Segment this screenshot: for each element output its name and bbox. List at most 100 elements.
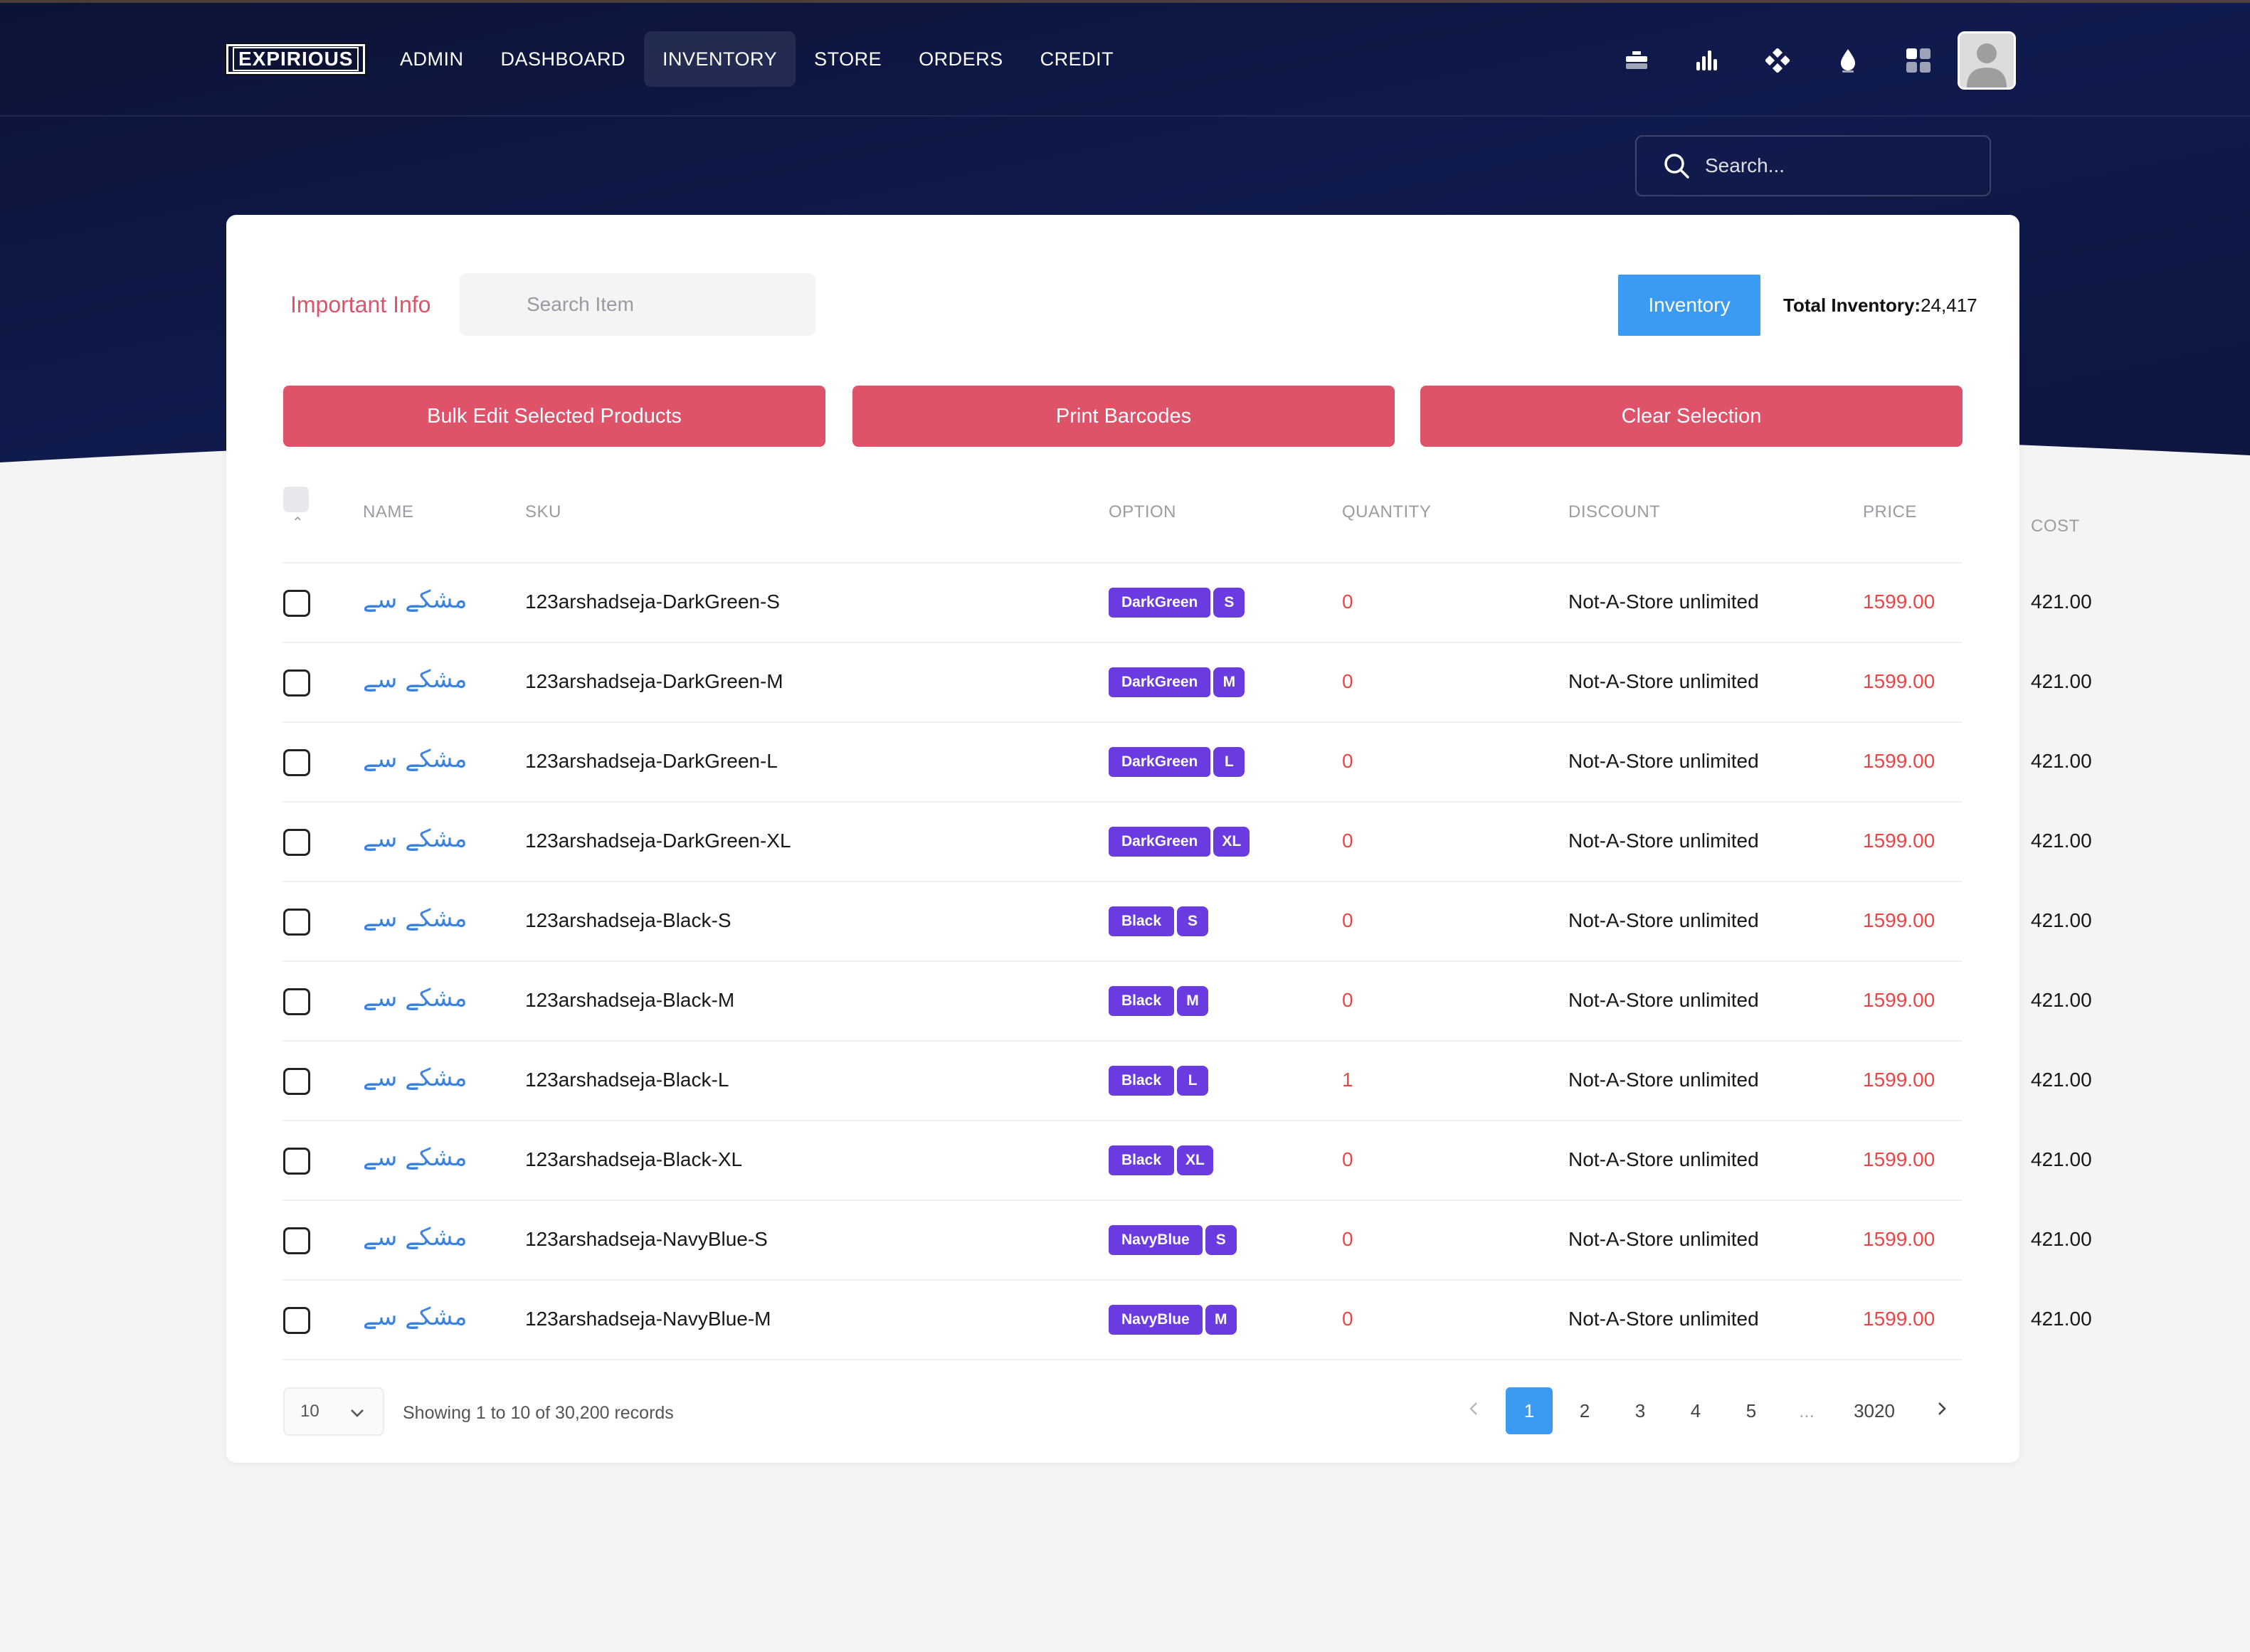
col-quantity[interactable]: QUANTITY: [1342, 502, 1432, 521]
page-4[interactable]: 4: [1690, 1400, 1701, 1421]
search-icon: [1664, 154, 1689, 179]
color-badge: DarkGreen: [1109, 747, 1211, 777]
option-cell: DarkGreen S: [1109, 588, 1245, 618]
col-sku[interactable]: SKU: [525, 502, 561, 521]
nav-store[interactable]: STORE: [814, 48, 882, 70]
bar-chart-icon[interactable]: [1679, 33, 1736, 88]
dashboard-grid-icon[interactable]: [1890, 33, 1947, 88]
option-cell: Black L: [1109, 1066, 1209, 1096]
row-checkbox[interactable]: [283, 1227, 310, 1254]
product-name-link[interactable]: مشکے سے: [363, 665, 468, 694]
select-all-checkbox[interactable]: [283, 487, 309, 512]
sku-cell: 123arshadseja-Black-XL: [525, 1148, 743, 1170]
cost-cell: 421.00: [2031, 1069, 2092, 1091]
price-cell: 1599.00: [1863, 1148, 1935, 1170]
color-badge: Black: [1109, 906, 1175, 936]
row-checkbox[interactable]: [283, 590, 310, 617]
row-checkbox[interactable]: [283, 988, 310, 1015]
product-name-link[interactable]: مشکے سے: [363, 745, 468, 773]
row-checkbox[interactable]: [283, 1148, 310, 1175]
inventory-button[interactable]: Inventory: [1618, 275, 1760, 336]
col-discount[interactable]: DISCOUNT: [1568, 502, 1661, 521]
discount-cell: Not-A-Store unlimited: [1568, 909, 1759, 931]
quantity-cell: 0: [1342, 1148, 1353, 1170]
discount-cell: Not-A-Store unlimited: [1568, 1228, 1759, 1250]
product-name-link[interactable]: مشکے سے: [363, 984, 468, 1012]
row-checkbox[interactable]: [283, 1068, 310, 1095]
size-badge: M: [1177, 986, 1209, 1016]
quantity-cell: 0: [1342, 1308, 1353, 1330]
product-name-link[interactable]: مشکے سے: [363, 1064, 468, 1092]
discount-cell: Not-A-Store unlimited: [1568, 830, 1759, 852]
diamond-grid-icon[interactable]: [1749, 33, 1806, 88]
color-badge: NavyBlue: [1109, 1225, 1203, 1255]
row-checkbox[interactable]: [283, 1307, 310, 1334]
discount-cell: Not-A-Store unlimited: [1568, 591, 1759, 613]
col-option[interactable]: OPTION: [1109, 502, 1177, 521]
option-cell: NavyBlue S: [1109, 1225, 1237, 1255]
color-badge: Black: [1109, 986, 1175, 1016]
col-name[interactable]: NAME: [363, 502, 414, 521]
nav-dashboard[interactable]: DASHBOARD: [500, 48, 626, 70]
search-item-input[interactable]: Search Item: [460, 273, 815, 336]
next-page-button[interactable]: [1918, 1387, 1965, 1434]
table-row: مشکے سے 123arshadseja-DarkGreen-M DarkGree…: [283, 643, 2092, 723]
col-cost[interactable]: COST: [2031, 517, 2080, 536]
price-cell: 1599.00: [1863, 750, 1935, 772]
sku-cell: 123arshadseja-Black-S: [525, 909, 731, 931]
product-name-link[interactable]: مشکے سے: [363, 1223, 468, 1251]
discount-cell: Not-A-Store unlimited: [1568, 989, 1759, 1011]
briefcase-icon[interactable]: [1608, 33, 1665, 88]
page-ellipsis: ...: [1799, 1400, 1815, 1421]
important-info-link[interactable]: Important Info: [290, 292, 431, 317]
product-name-link[interactable]: مشکے سے: [363, 1303, 468, 1331]
table-header: ⌃ NAME SKU OPTION QUANTITY DISCOUNT PRIC…: [283, 478, 2079, 563]
size-badge: S: [1205, 1225, 1237, 1255]
cost-cell: 421.00: [2031, 909, 2092, 931]
size-badge: S: [1177, 906, 1209, 936]
nav-inventory[interactable]: INVENTORY: [644, 31, 796, 87]
nav-credit[interactable]: CREDIT: [1040, 48, 1114, 70]
size-badge: L: [1177, 1066, 1209, 1096]
global-search-input[interactable]: Search...: [1635, 135, 1991, 196]
bulk-edit-button[interactable]: Bulk Edit Selected Products: [283, 386, 825, 447]
page-last[interactable]: 3020: [1854, 1400, 1895, 1421]
quantity-cell: 0: [1342, 750, 1353, 772]
table-row: مشکے سے 123arshadseja-DarkGreen-XL DarkGre…: [283, 803, 2092, 882]
row-checkbox[interactable]: [283, 829, 310, 856]
price-cell: 1599.00: [1863, 909, 1935, 931]
col-price[interactable]: PRICE: [1863, 502, 1917, 521]
row-checkbox[interactable]: [283, 749, 310, 776]
product-name-link[interactable]: مشکے سے: [363, 586, 468, 614]
prev-page-button[interactable]: [1450, 1387, 1497, 1434]
option-cell: DarkGreen M: [1109, 667, 1245, 697]
table-row: مشکے سے 123arshadseja-NavyBlue-S NavyBlue S…: [283, 1201, 2092, 1281]
price-cell: 1599.00: [1863, 591, 1935, 613]
sort-caret-icon[interactable]: ⌃: [292, 515, 304, 531]
color-badge: DarkGreen: [1109, 827, 1211, 857]
quantity-cell: 0: [1342, 830, 1353, 852]
chevron-right-icon: [1938, 1402, 1946, 1415]
nav-admin[interactable]: ADMIN: [400, 48, 464, 70]
size-badge: M: [1213, 667, 1245, 697]
per-page-select[interactable]: 10: [283, 1387, 384, 1436]
size-badge: XL: [1213, 827, 1250, 857]
table-row: مشکے سے 123arshadseja-DarkGreen-L DarkGree…: [283, 723, 2092, 803]
drop-icon[interactable]: [1819, 33, 1876, 88]
nav-orders[interactable]: ORDERS: [919, 48, 1003, 70]
print-barcodes-button[interactable]: Print Barcodes: [852, 386, 1395, 447]
page-1[interactable]: 1: [1506, 1387, 1553, 1434]
clear-selection-button[interactable]: Clear Selection: [1420, 386, 1963, 447]
total-inventory-value: 24,417: [1921, 295, 1977, 316]
row-checkbox[interactable]: [283, 669, 310, 697]
product-name-link[interactable]: مشکے سے: [363, 904, 468, 933]
page-2[interactable]: 2: [1579, 1400, 1590, 1421]
product-name-link[interactable]: مشکے سے: [363, 825, 468, 853]
page-3[interactable]: 3: [1634, 1400, 1646, 1421]
page-5[interactable]: 5: [1745, 1400, 1757, 1421]
app-logo[interactable]: EXPIRIOUS: [224, 43, 367, 75]
row-checkbox[interactable]: [283, 909, 310, 936]
product-name-link[interactable]: مشکے سے: [363, 1143, 468, 1172]
user-avatar[interactable]: [1958, 31, 2016, 90]
option-cell: Black S: [1109, 906, 1209, 936]
